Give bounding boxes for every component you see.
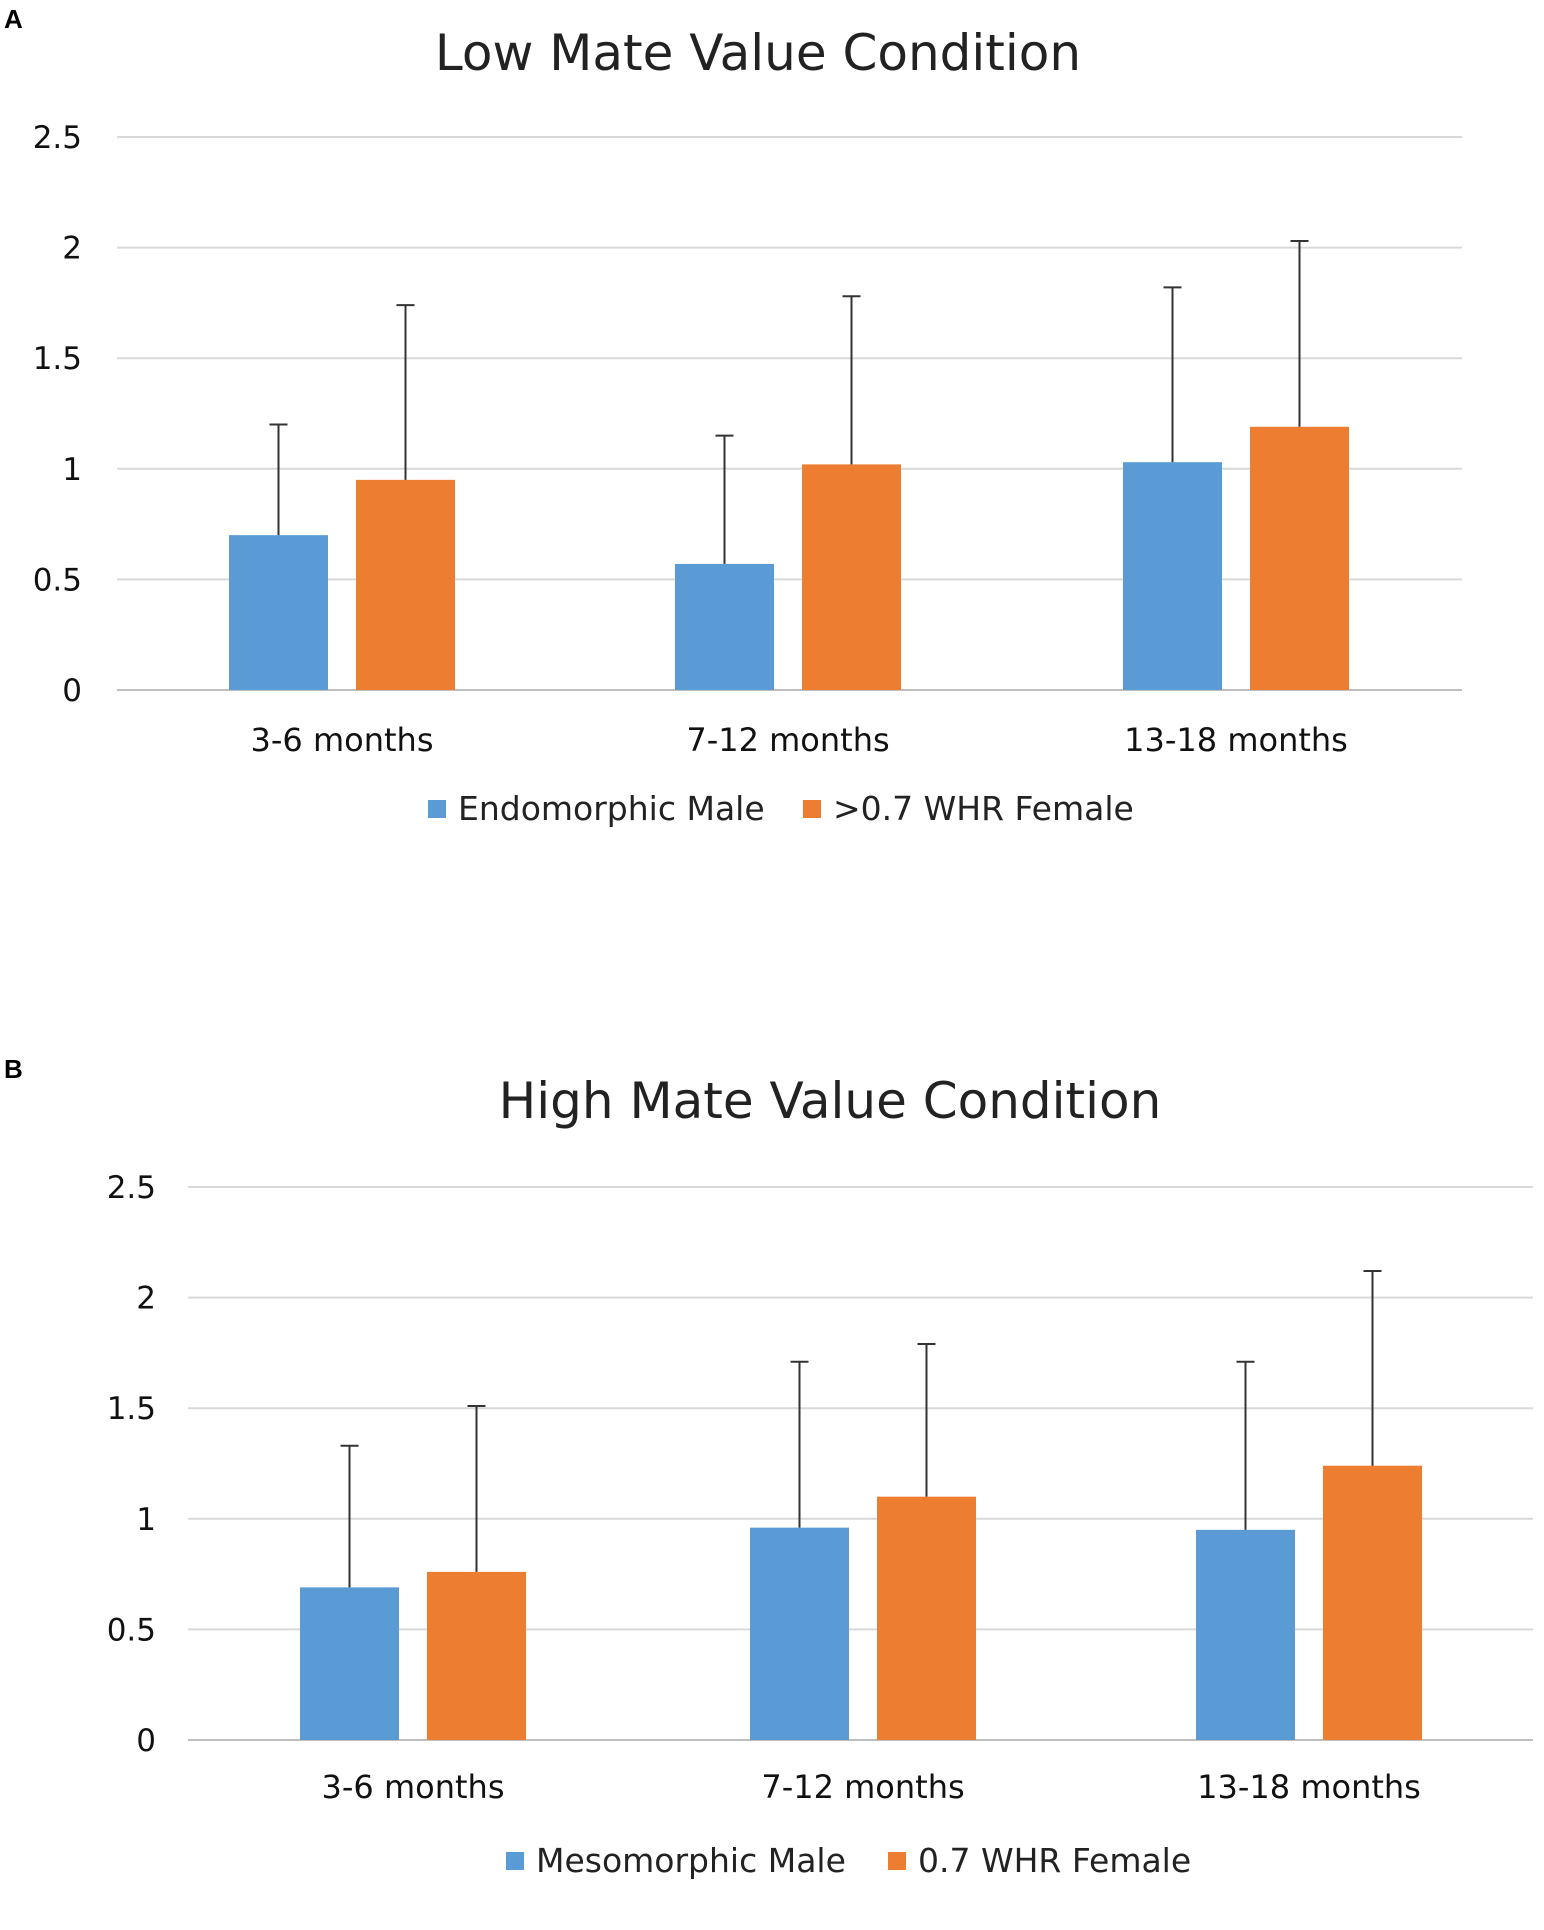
bar	[750, 1527, 849, 1740]
bar	[802, 464, 901, 690]
bars-a	[229, 426, 1349, 690]
y-tick-label: 2.5	[107, 1170, 156, 1206]
bar	[877, 1496, 976, 1740]
y-tick-label: 1	[62, 452, 82, 488]
bar	[1123, 462, 1222, 690]
legend-a: Endomorphic Male >0.7 WHR Female	[428, 789, 1134, 828]
chart-title-b: High Mate Value Condition	[499, 1072, 1162, 1130]
x-category-label: 3-6 months	[251, 721, 434, 759]
gridlines-a	[117, 136, 1462, 691]
legend-label: 0.7 WHR Female	[918, 1841, 1191, 1880]
y-tick-label: 1.5	[107, 1391, 156, 1427]
panel-letter-b: B	[4, 1054, 23, 1084]
legend-label: >0.7 WHR Female	[833, 789, 1134, 828]
y-tick-label: 1.5	[33, 341, 82, 377]
bars-b	[300, 1465, 1422, 1740]
error-bars-b	[340, 1270, 1382, 1588]
y-tick-label: 2	[136, 1281, 156, 1317]
panel-a: A Low Mate Value Condition 00.511.522.5 …	[4, 4, 1462, 828]
bar	[1196, 1529, 1295, 1740]
bar	[356, 479, 455, 690]
y-tick-label: 0.5	[33, 562, 82, 598]
bar	[427, 1571, 526, 1740]
y-axis-ticks-b: 0 0.5 1 1.5 2 2.5	[107, 1170, 156, 1759]
legend-b: Mesomorphic Male 0.7 WHR Female	[506, 1841, 1191, 1880]
legend-swatch	[506, 1852, 524, 1870]
legend-swatch	[888, 1852, 906, 1870]
x-axis-labels-a: 3-6 months 7-12 months 13-18 months	[251, 721, 1348, 759]
legend-label: Mesomorphic Male	[536, 1841, 846, 1880]
y-tick-label: 0	[136, 1723, 156, 1759]
legend-swatch	[428, 800, 446, 818]
panel-b: B High Mate Value Condition 0 0.5 1 1.5 2 2.5…	[4, 1054, 1533, 1880]
gridlines-b	[188, 1186, 1533, 1741]
y-tick-label: 0.5	[107, 1612, 156, 1648]
x-category-label: 3-6 months	[322, 1768, 505, 1806]
y-axis-ticks-a: 0 0.5 1 1.5 2 2.5	[33, 120, 82, 709]
y-tick-label: 2.5	[33, 120, 82, 156]
bar	[229, 535, 328, 690]
legend-swatch	[803, 800, 821, 818]
panel-letter-a: A	[4, 4, 23, 34]
bar	[1323, 1465, 1422, 1740]
x-category-label: 7-12 months	[761, 1768, 964, 1806]
y-tick-label: 1	[136, 1502, 156, 1538]
x-category-label: 7-12 months	[686, 721, 889, 759]
bar	[675, 563, 774, 690]
x-axis-labels-b: 3-6 months 7-12 months 13-18 months	[322, 1768, 1421, 1806]
legend-label: Endomorphic Male	[458, 789, 765, 828]
x-category-label: 13-18 months	[1197, 1768, 1421, 1806]
x-category-label: 13-18 months	[1124, 721, 1348, 759]
error-bars-a	[269, 239, 1309, 564]
y-tick-label: 0	[62, 673, 82, 709]
chart-title-a: Low Mate Value Condition	[435, 24, 1081, 82]
bar	[300, 1587, 399, 1740]
y-tick-label: 2	[62, 231, 82, 267]
bar	[1250, 426, 1349, 690]
